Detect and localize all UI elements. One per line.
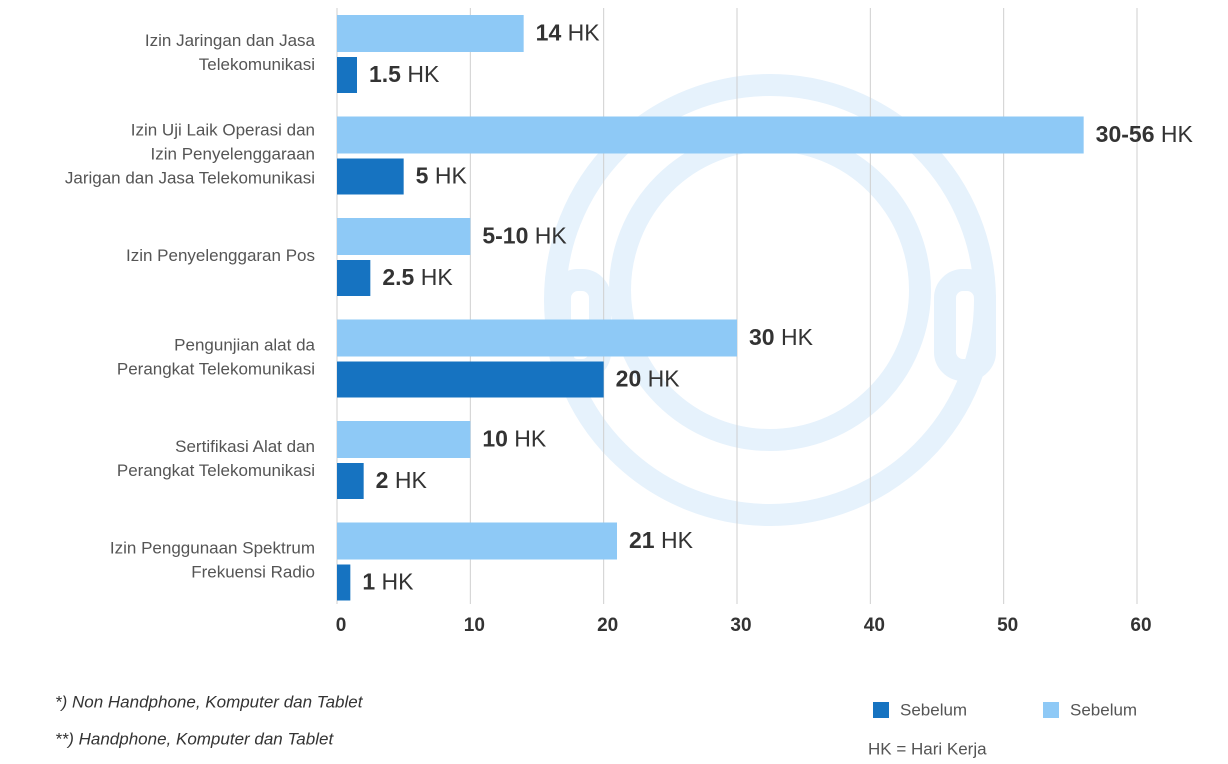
legend-swatch <box>873 702 889 718</box>
x-tick-label: 50 <box>997 615 1018 636</box>
legend-label: Sebelum <box>1070 700 1137 719</box>
x-tick-label: 40 <box>864 615 885 636</box>
footnote: *) Non Handphone, Komputer dan Tablet <box>55 692 364 711</box>
value-label: 1 HK <box>362 569 414 595</box>
value-label: 21 HK <box>629 527 694 553</box>
bar <box>337 158 404 195</box>
value-label: 1.5 HK <box>369 61 440 87</box>
footnote: **) Handphone, Komputer dan Tablet <box>55 729 334 748</box>
x-tick-label: 30 <box>730 615 751 636</box>
legend-label: Sebelum <box>900 700 967 719</box>
value-label: 5 HK <box>416 163 468 189</box>
bar <box>337 361 604 398</box>
value-label: 2 HK <box>376 467 428 493</box>
bar <box>337 421 471 458</box>
bar <box>337 15 524 52</box>
x-tick-label: 0 <box>336 615 347 636</box>
y-tick-label: Pengunjian alat da Perangkat Telekomunika… <box>117 336 316 379</box>
bar <box>337 522 617 560</box>
bar <box>337 218 471 255</box>
value-label: 14 HK <box>536 20 601 46</box>
legend-note: HK = Hari Kerja <box>868 739 987 758</box>
value-label: 5-10 HK <box>482 223 567 249</box>
value-label: 2.5 HK <box>382 264 453 290</box>
bar <box>337 463 364 499</box>
value-label: 10 HK <box>482 426 547 452</box>
bar <box>337 319 737 357</box>
legend-swatch <box>1043 702 1059 718</box>
y-tick-label: Izin Jaringan dan Jasa Telekomunikasi <box>145 31 316 74</box>
value-label: 30 HK <box>749 324 814 350</box>
y-tick-label: Izin Penyelenggaran Pos <box>126 246 315 265</box>
x-tick-label: 20 <box>597 615 618 636</box>
y-tick-label: Izin Uji Laik Operasi dan Izin Penyelengg… <box>65 121 315 188</box>
bar <box>337 57 357 93</box>
y-tick-label: Sertifikasi Alat dan Perangkat Telekomuni… <box>117 437 315 480</box>
bar <box>337 116 1084 154</box>
bar <box>337 260 371 296</box>
y-tick-label: Izin Penggunaan Spektrum Frekuensi Radio <box>110 539 315 582</box>
value-label: 30-56 HK <box>1096 121 1194 147</box>
x-tick-label: 60 <box>1130 615 1151 636</box>
bar <box>337 564 351 601</box>
value-label: 20 HK <box>616 366 681 392</box>
x-tick-label: 10 <box>464 615 485 636</box>
